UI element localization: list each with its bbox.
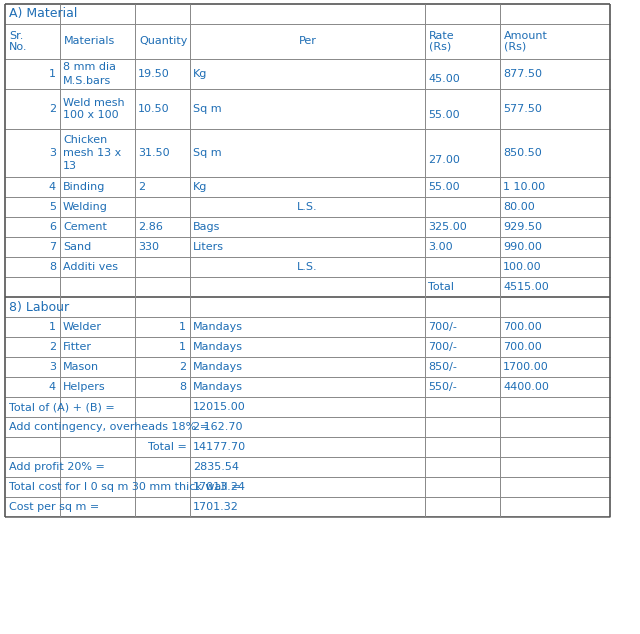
Text: 1701.32: 1701.32: [193, 502, 239, 512]
Text: 1 10.00: 1 10.00: [503, 182, 545, 192]
Text: Chicken: Chicken: [63, 135, 108, 145]
Text: Sq m: Sq m: [193, 148, 221, 158]
Text: 1: 1: [49, 322, 56, 332]
Text: 4: 4: [49, 382, 56, 392]
Text: 2835.54: 2835.54: [193, 462, 239, 472]
Text: 3.00: 3.00: [428, 242, 452, 252]
Text: 1700.00: 1700.00: [503, 362, 548, 372]
Text: 1: 1: [179, 342, 186, 352]
Text: 325.00: 325.00: [428, 222, 467, 232]
Text: Total of (A) + (B) =: Total of (A) + (B) =: [9, 402, 115, 412]
Text: 4: 4: [49, 182, 56, 192]
Text: 2 162.70: 2 162.70: [193, 422, 243, 432]
Text: 27.00: 27.00: [428, 155, 460, 165]
Text: Kg: Kg: [193, 182, 207, 192]
Text: Total: Total: [428, 282, 454, 292]
Text: 8 mm dia: 8 mm dia: [63, 63, 116, 72]
Text: 877.50: 877.50: [503, 69, 542, 79]
Text: Mandays: Mandays: [193, 382, 243, 392]
Text: 8: 8: [179, 382, 186, 392]
Text: 10.50: 10.50: [138, 104, 170, 114]
Text: 6: 6: [49, 222, 56, 232]
Text: Cost per sq m =: Cost per sq m =: [9, 502, 99, 512]
Text: 100 x 100: 100 x 100: [63, 110, 118, 120]
Text: 2: 2: [179, 362, 186, 372]
Text: Welder: Welder: [63, 322, 102, 332]
Text: L.S.: L.S.: [297, 262, 318, 272]
Text: Helpers: Helpers: [63, 382, 106, 392]
Text: Mason: Mason: [63, 362, 99, 372]
Text: 14177.70: 14177.70: [193, 442, 246, 452]
Text: 550/-: 550/-: [428, 382, 457, 392]
Text: Total =: Total =: [148, 442, 190, 452]
Text: Bags: Bags: [193, 222, 220, 232]
Text: Sq m: Sq m: [193, 104, 221, 114]
Text: L.S.: L.S.: [297, 202, 318, 212]
Text: Total cost for I 0 sq m 30 mm thick wall =: Total cost for I 0 sq m 30 mm thick wall…: [9, 482, 241, 492]
Text: 45.00: 45.00: [428, 74, 460, 84]
Text: Materials: Materials: [64, 37, 115, 46]
Text: 55.00: 55.00: [428, 110, 460, 120]
Text: A) Material: A) Material: [9, 8, 77, 20]
Text: 330: 330: [138, 242, 159, 252]
Text: Rate: Rate: [429, 31, 454, 41]
Text: Sand: Sand: [63, 242, 92, 252]
Text: mesh 13 x: mesh 13 x: [63, 148, 121, 158]
Text: 31.50: 31.50: [138, 148, 170, 158]
Text: 2: 2: [49, 104, 56, 114]
Text: 700.00: 700.00: [503, 322, 541, 332]
Text: 990.00: 990.00: [503, 242, 542, 252]
Text: 100.00: 100.00: [503, 262, 541, 272]
Text: 8) Labour: 8) Labour: [9, 301, 69, 313]
Text: 700.00: 700.00: [503, 342, 541, 352]
Text: 577.50: 577.50: [503, 104, 542, 114]
Text: 7: 7: [49, 242, 56, 252]
Text: Welding: Welding: [63, 202, 108, 212]
Text: Fitter: Fitter: [63, 342, 92, 352]
Text: 929.50: 929.50: [503, 222, 542, 232]
Text: 1: 1: [49, 69, 56, 79]
Text: 8: 8: [49, 262, 56, 272]
Text: 1: 1: [179, 322, 186, 332]
Text: Weld mesh: Weld mesh: [63, 98, 125, 108]
Text: No.: No.: [9, 42, 28, 52]
Text: 850.50: 850.50: [503, 148, 541, 158]
Text: 700/-: 700/-: [428, 322, 457, 332]
Text: Kg: Kg: [193, 69, 207, 79]
Text: Add profit 20% =: Add profit 20% =: [9, 462, 105, 472]
Text: 3: 3: [49, 148, 56, 158]
Text: M.S.bars: M.S.bars: [63, 75, 111, 86]
Text: 4515.00: 4515.00: [503, 282, 548, 292]
Text: 850/-: 850/-: [428, 362, 457, 372]
Text: 19.50: 19.50: [138, 69, 170, 79]
Text: (Rs): (Rs): [504, 42, 526, 52]
Text: 80.00: 80.00: [503, 202, 535, 212]
Text: 17013.24: 17013.24: [193, 482, 246, 492]
Text: Cement: Cement: [63, 222, 107, 232]
Text: Add contingency, overheads 18% =: Add contingency, overheads 18% =: [9, 422, 209, 432]
Text: Binding: Binding: [63, 182, 106, 192]
Text: (Rs): (Rs): [429, 42, 451, 52]
Text: Mandays: Mandays: [193, 342, 243, 352]
Text: 5: 5: [49, 202, 56, 212]
Text: Mandays: Mandays: [193, 322, 243, 332]
Text: 3: 3: [49, 362, 56, 372]
Text: 4400.00: 4400.00: [503, 382, 549, 392]
Text: 12015.00: 12015.00: [193, 402, 246, 412]
Text: Liters: Liters: [193, 242, 224, 252]
Text: Sr.: Sr.: [9, 31, 24, 41]
Text: Additi ves: Additi ves: [63, 262, 118, 272]
Text: 2: 2: [49, 342, 56, 352]
Text: 55.00: 55.00: [428, 182, 460, 192]
Text: Amount: Amount: [504, 31, 548, 41]
Text: Per: Per: [299, 37, 316, 46]
Text: 2: 2: [138, 182, 145, 192]
Text: 700/-: 700/-: [428, 342, 457, 352]
Text: 13: 13: [63, 161, 77, 171]
Text: Quantity: Quantity: [139, 37, 188, 46]
Text: 2.86: 2.86: [138, 222, 163, 232]
Text: Mandays: Mandays: [193, 362, 243, 372]
